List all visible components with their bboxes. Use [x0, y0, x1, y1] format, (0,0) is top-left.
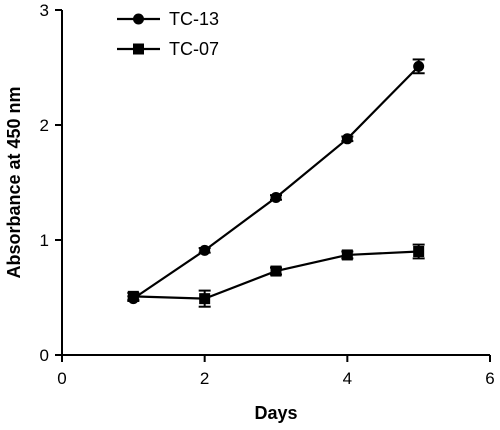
axes: 0 2 4 6 0 1 2 3: [40, 1, 495, 388]
legend-marker: [133, 43, 144, 55]
x-axis-title: Days: [254, 403, 297, 423]
legend-item-tc-07: TC-07: [117, 39, 219, 59]
y-tick-label: 3: [40, 1, 49, 20]
legend-item-tc-13: TC-13: [117, 9, 219, 29]
y-axis-title: Absorbance at 450 nm: [4, 86, 24, 278]
data-point: [127, 290, 139, 302]
series-tc-07: [127, 243, 425, 308]
data-point: [199, 293, 211, 305]
data-point: [199, 244, 211, 256]
x-tick-label: 0: [57, 369, 66, 388]
data-point: [341, 249, 353, 261]
legend-label: TC-07: [169, 39, 219, 59]
legend-marker: [133, 13, 144, 25]
legend-label: TC-13: [169, 9, 219, 29]
x-tick-label: 6: [485, 369, 494, 388]
y-tick-label: 0: [40, 346, 49, 365]
series-line: [132, 65, 420, 300]
legend: TC-13 TC-07: [117, 9, 219, 59]
x-tick-label: 4: [343, 369, 352, 388]
y-tick-label: 2: [40, 116, 49, 135]
data-point: [413, 246, 425, 257]
x-tick-label: 2: [200, 369, 209, 388]
data-point: [413, 60, 425, 72]
data-point: [341, 133, 353, 145]
series-layer: [127, 58, 425, 308]
data-point: [270, 191, 282, 203]
y-tick-label: 1: [40, 231, 49, 250]
data-point: [270, 265, 282, 277]
